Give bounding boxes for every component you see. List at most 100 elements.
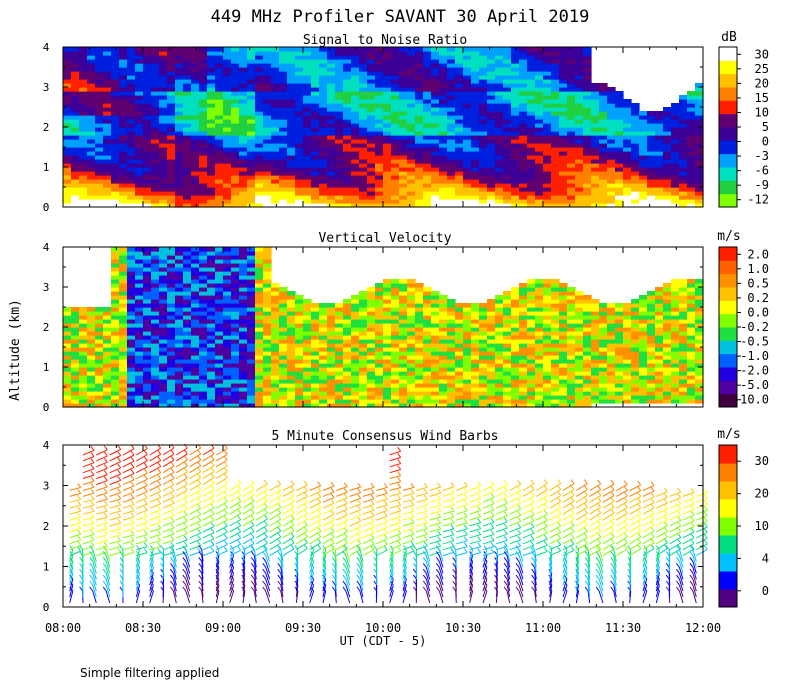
vertical-velocity-cell — [407, 279, 416, 284]
snr-cell — [239, 203, 248, 208]
snr-cell — [567, 175, 576, 180]
snr-cell — [191, 195, 200, 200]
snr-cell — [559, 99, 568, 104]
snr-cell — [543, 59, 552, 64]
snr-cell — [63, 111, 72, 116]
snr-cell — [159, 83, 168, 88]
vertical-velocity-cell — [247, 295, 256, 300]
y-axis-label: Altitude (km) — [8, 299, 23, 401]
snr-cell — [503, 143, 512, 148]
vertical-velocity-cell — [159, 247, 168, 252]
vertical-velocity-cell — [471, 351, 480, 356]
snr-cell — [103, 179, 112, 184]
snr-cell — [295, 71, 304, 76]
vertical-velocity-cell — [183, 339, 192, 344]
snr-cell — [143, 63, 152, 68]
snr-cell — [455, 47, 464, 52]
snr-cell — [511, 87, 520, 92]
vertical-velocity-cell — [391, 315, 400, 320]
vertical-velocity-cell — [119, 339, 128, 344]
vertical-velocity-cell — [487, 367, 496, 372]
vertical-velocity-cell — [351, 339, 360, 344]
vertical-velocity-cell — [143, 299, 152, 304]
vertical-velocity-cell — [127, 363, 136, 368]
snr-cell — [615, 103, 624, 108]
vertical-velocity-cell — [95, 311, 104, 316]
vertical-velocity-cell — [239, 403, 248, 408]
vertical-velocity-cell — [151, 291, 160, 296]
vertical-velocity-cell — [495, 347, 504, 352]
vertical-velocity-cell — [223, 303, 232, 308]
snr-cell — [439, 63, 448, 68]
vertical-velocity-cell — [391, 371, 400, 376]
snr-cell — [335, 175, 344, 180]
snr-cell — [335, 55, 344, 60]
vertical-velocity-cell — [191, 367, 200, 372]
snr-cell — [487, 55, 496, 60]
snr-cell — [639, 167, 648, 172]
vertical-velocity-cell — [63, 359, 72, 364]
vertical-velocity-cell — [311, 367, 320, 372]
vertical-velocity-cell — [103, 323, 112, 328]
vertical-velocity-cell — [127, 247, 136, 252]
snr-cell — [215, 83, 224, 88]
vertical-velocity-cell — [231, 291, 240, 296]
vertical-velocity-cell — [207, 383, 216, 388]
snr-cell — [343, 139, 352, 144]
vertical-velocity-cell — [519, 375, 528, 380]
snr-cell — [279, 195, 288, 200]
snr-cell — [367, 179, 376, 184]
snr-cell — [207, 55, 216, 60]
snr-cell — [647, 199, 656, 204]
snr-cell — [207, 83, 216, 88]
vertical-velocity-cell — [215, 343, 224, 348]
snr-cell — [575, 147, 584, 152]
snr-cell — [447, 199, 456, 204]
vertical-velocity-cell — [415, 375, 424, 380]
vertical-velocity-cell — [247, 379, 256, 384]
vertical-velocity-cell — [495, 339, 504, 344]
vertical-velocity-cell — [255, 339, 264, 344]
snr-cell — [167, 115, 176, 120]
snr-cell — [311, 179, 320, 184]
vertical-velocity-cell — [295, 355, 304, 360]
vertical-velocity-cell — [135, 399, 144, 404]
snr-cell — [479, 195, 488, 200]
snr-cell — [79, 67, 88, 72]
snr-cell — [183, 63, 192, 68]
vertical-velocity-cell — [79, 403, 88, 408]
vertical-velocity-cell — [191, 351, 200, 356]
vertical-velocity-cell — [63, 307, 72, 312]
snr-cell — [255, 107, 264, 112]
vertical-velocity-cell — [287, 311, 296, 316]
vertical-velocity-cell — [255, 307, 264, 312]
vertical-velocity-cell — [207, 403, 216, 408]
snr-cell — [255, 155, 264, 160]
vertical-velocity-cell — [231, 263, 240, 268]
snr-cell — [591, 171, 600, 176]
vertical-velocity-cell — [127, 319, 136, 324]
vertical-velocity-cell — [223, 259, 232, 264]
snr-cell — [79, 171, 88, 176]
snr-cell — [167, 47, 176, 52]
vertical-velocity-cell — [399, 307, 408, 312]
snr-cell — [567, 183, 576, 188]
vertical-velocity-cell — [215, 359, 224, 364]
snr-cell — [263, 59, 272, 64]
snr-cell — [479, 159, 488, 164]
snr-cell — [359, 187, 368, 192]
snr-cell — [271, 99, 280, 104]
snr-cell — [111, 71, 120, 76]
snr-cell — [415, 139, 424, 144]
snr-cell — [647, 127, 656, 132]
snr-cell — [639, 203, 648, 208]
vertical-velocity-cell — [183, 395, 192, 400]
snr-cell — [439, 139, 448, 144]
snr-cell — [527, 67, 536, 72]
snr-cell — [343, 71, 352, 76]
snr-cell — [183, 155, 192, 160]
snr-cell — [167, 191, 176, 196]
snr-cell — [255, 163, 264, 168]
snr-cell — [503, 123, 512, 128]
snr-cell — [487, 187, 496, 192]
